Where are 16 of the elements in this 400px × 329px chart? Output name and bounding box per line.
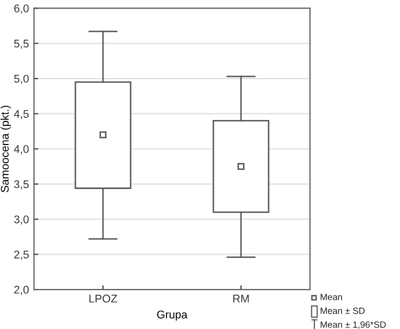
y-axis-title: Samoocena (pkt.) — [0, 106, 11, 192]
text: Mean — [320, 294, 342, 300]
y-tick-label: 3,5 — [14, 180, 29, 190]
y-tick-label: 4,5 — [14, 110, 29, 120]
y-tick-label: 2,0 — [14, 286, 29, 295]
y-tick-label: 3,0 — [14, 215, 29, 225]
y-tick-label: 5,0 — [14, 74, 29, 84]
y-tick-label: 6,0 — [14, 4, 29, 14]
y-tick-label: 4,0 — [14, 145, 29, 154]
x-tick-label: RM — [233, 294, 249, 302]
y-tick-label: 5,5 — [14, 40, 29, 49]
text: Mean ± SD — [320, 308, 365, 314]
x-tick-label: LPOZ — [89, 294, 118, 303]
x-axis-title: Grupa — [157, 310, 188, 321]
y-tick-label: 2,5 — [14, 250, 29, 260]
text: Mean ± 1,96*SD — [320, 321, 386, 329]
